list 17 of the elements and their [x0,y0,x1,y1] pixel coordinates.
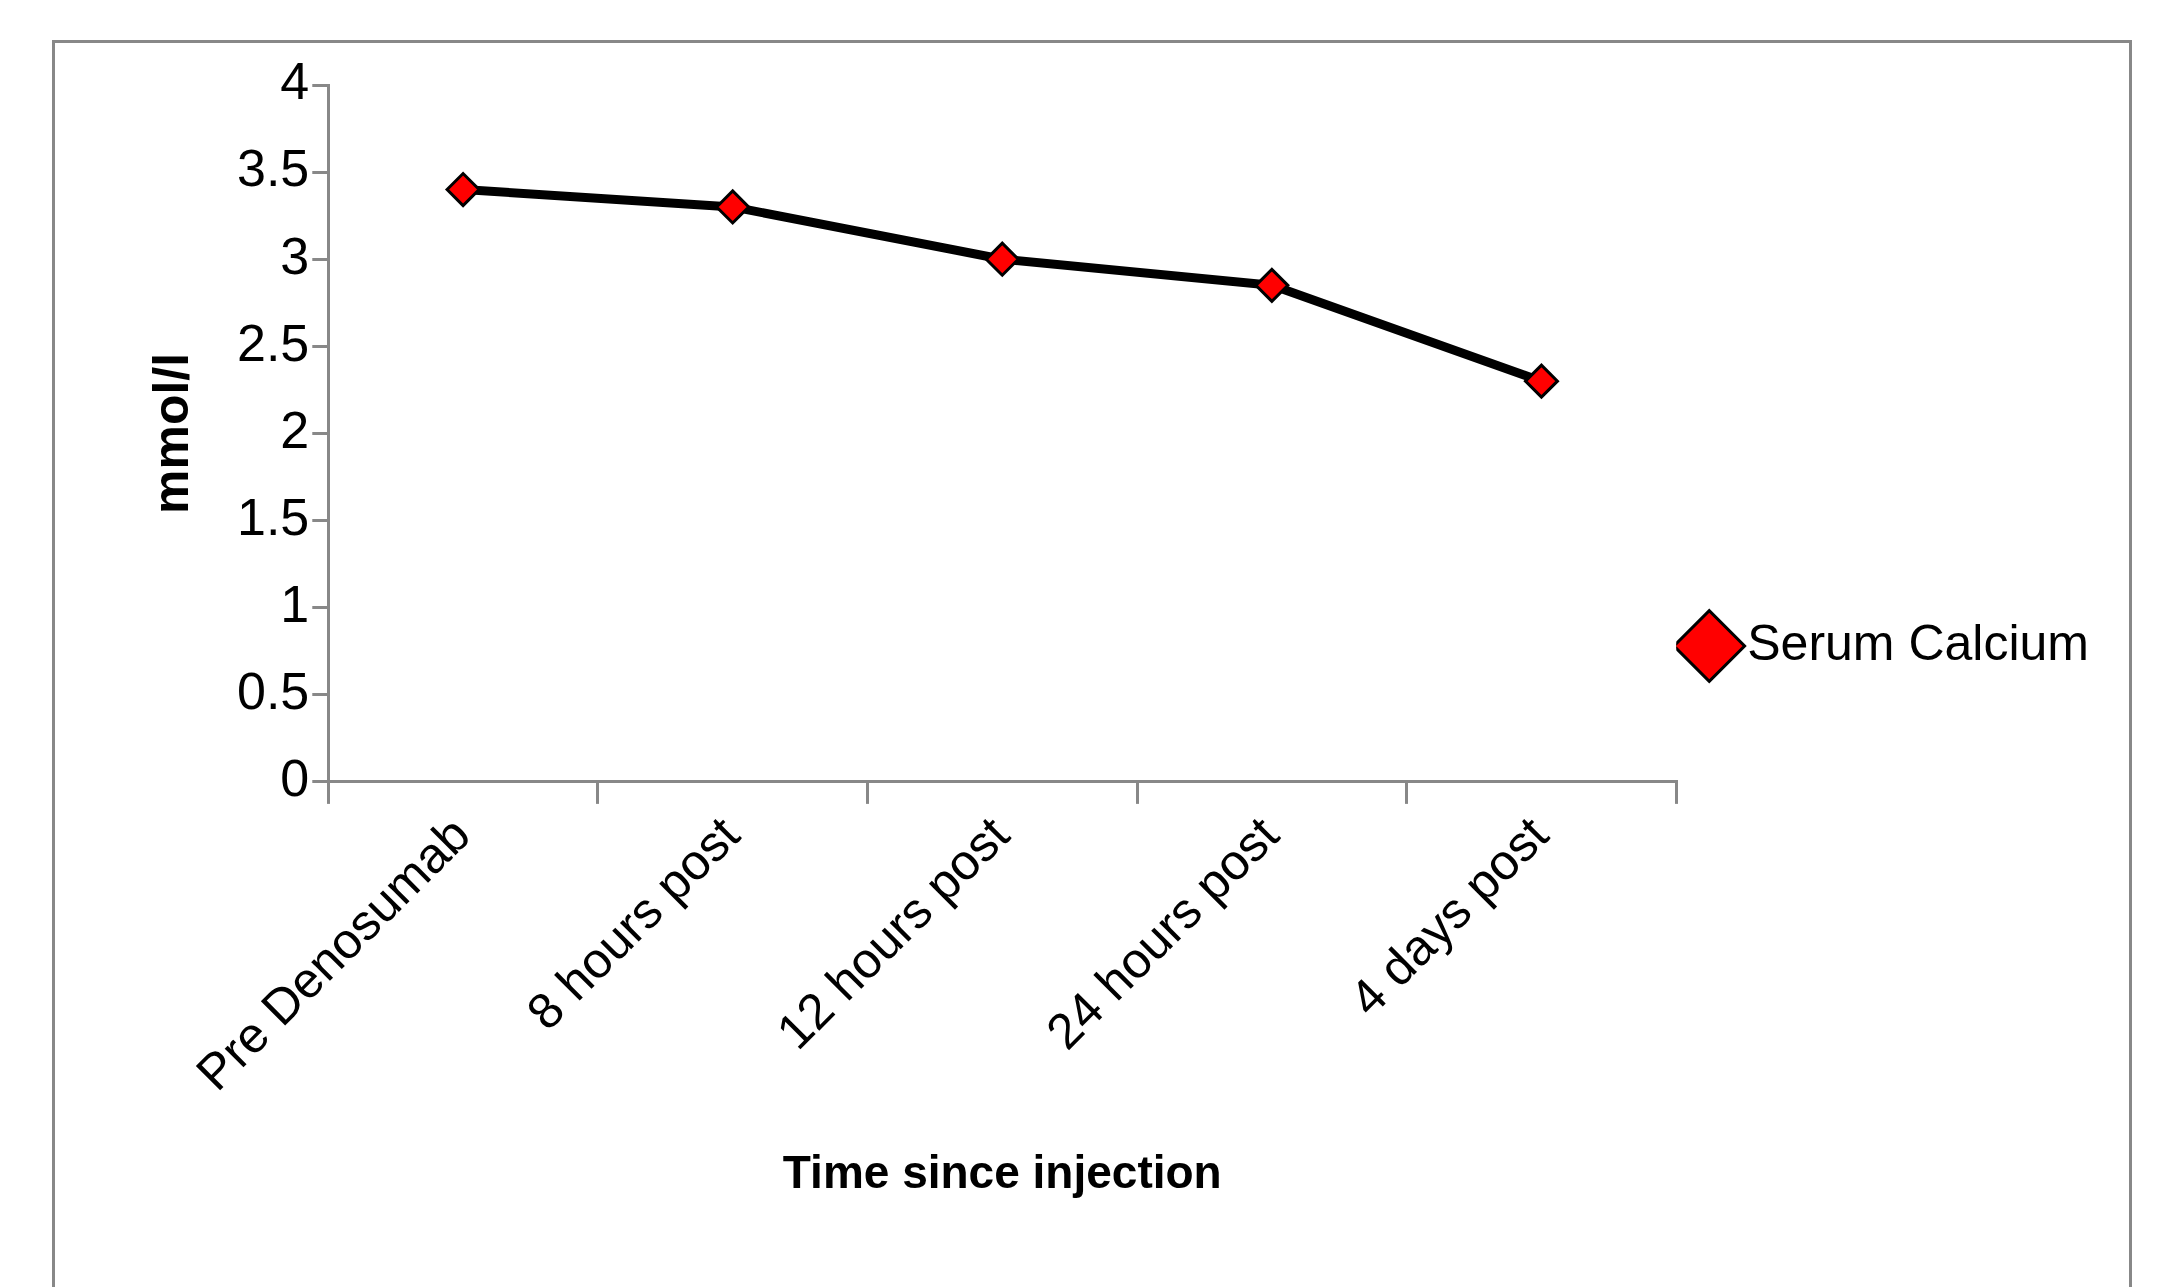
y-tick-label: 2 [280,400,310,459]
point [984,241,1020,277]
point [1254,267,1290,303]
legend-label: Serum Calcium [1747,614,2089,671]
y-tick-label: 1.5 [236,487,310,546]
y-tick-label: 4 [280,52,310,111]
point [715,189,751,225]
y-tick-label: 3 [280,226,310,285]
point [1523,363,1559,399]
y-tick-label: 2.5 [236,313,310,372]
y-tick-label: 1 [280,575,310,634]
y-axis-title: mmol/l [142,352,199,515]
x-axis-title: Time since injection [782,1146,1222,1199]
point [445,172,481,208]
y-tick-label: 0 [280,749,310,808]
y-tick-label: 3.5 [236,139,310,198]
y-tick-label: 0.5 [236,662,310,721]
